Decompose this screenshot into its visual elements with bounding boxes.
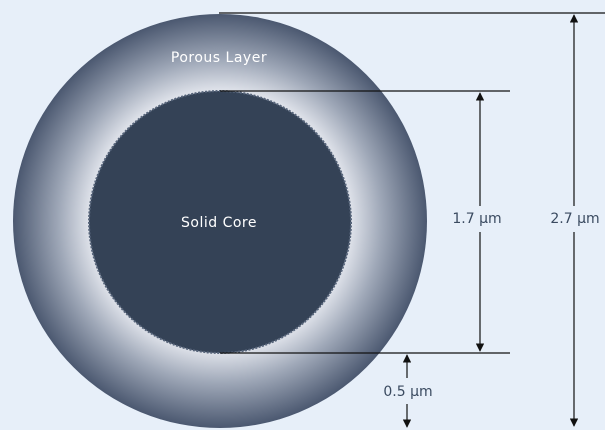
- porous-layer-label: Porous Layer: [171, 50, 267, 66]
- core-diameter: 1.7 μm: [452, 211, 501, 227]
- label-bg: [446, 206, 512, 232]
- solid-core-label: Solid Core: [181, 215, 257, 231]
- label-bg: [545, 206, 605, 232]
- outer-diameter: 2.7 μm: [550, 211, 599, 227]
- shell-thickness: 0.5 μm: [383, 384, 432, 400]
